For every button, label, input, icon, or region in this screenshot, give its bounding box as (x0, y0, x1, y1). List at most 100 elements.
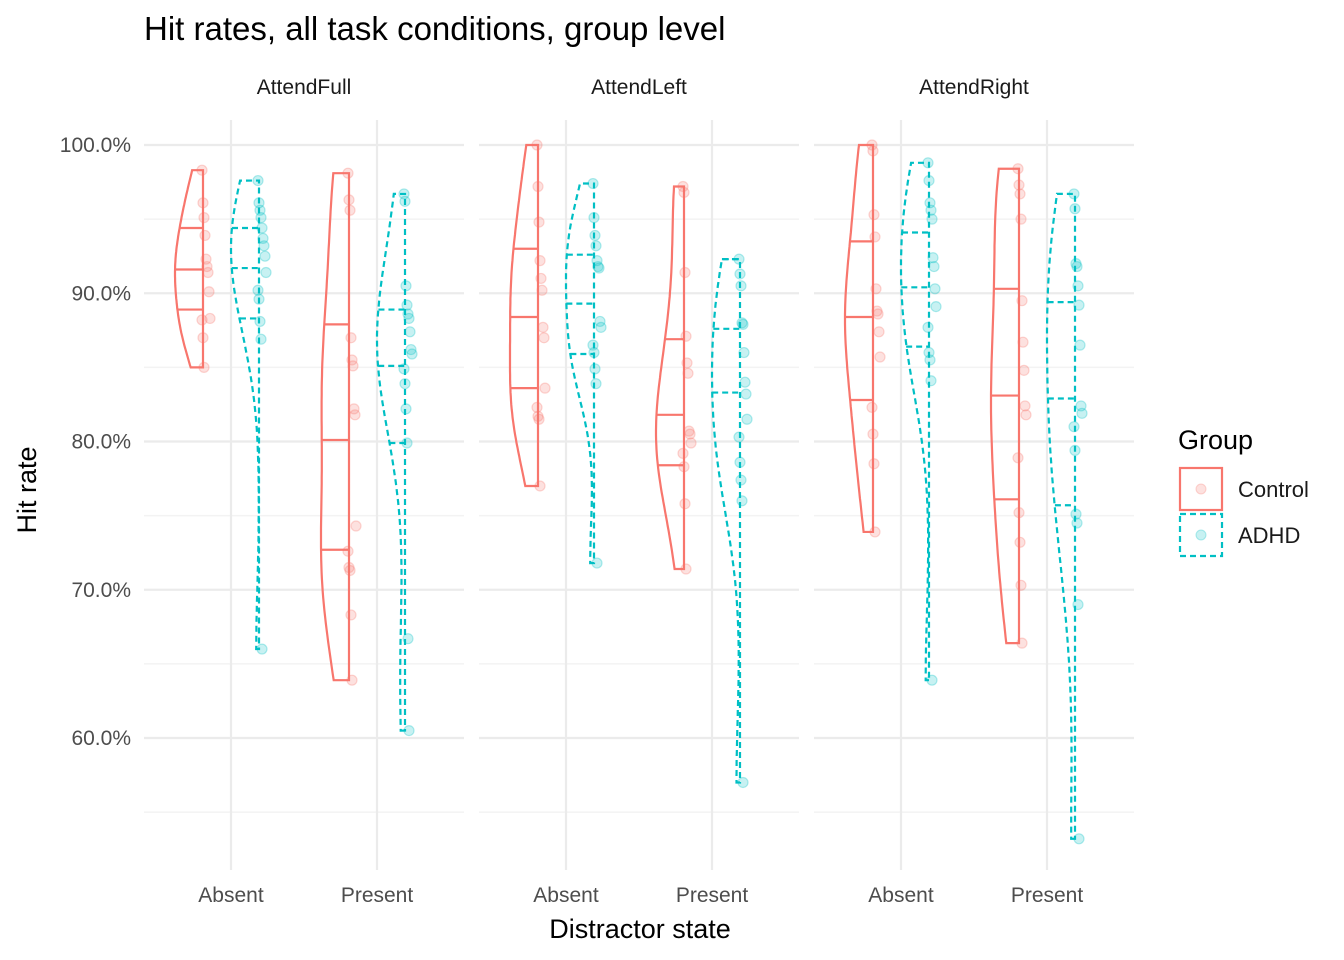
data-point (196, 164, 208, 176)
data-point (1073, 833, 1085, 845)
data-point (587, 339, 599, 351)
data-point (925, 204, 937, 216)
data-point (587, 177, 599, 190)
violin-outline (564, 182, 596, 565)
data-point (202, 266, 214, 279)
data-point (1016, 637, 1028, 649)
legend-label: Control (1238, 477, 1309, 502)
data-point (537, 321, 549, 333)
violin-outline (843, 143, 875, 534)
data-point (1018, 364, 1030, 376)
data-point (590, 378, 602, 390)
data-point (1016, 295, 1028, 307)
violin-adhd-present (1045, 188, 1088, 845)
legend-entry-control: Control (1178, 466, 1309, 512)
data-point (197, 332, 209, 344)
data-point (538, 332, 550, 344)
data-point (736, 495, 748, 507)
data-point (536, 284, 548, 296)
data-point (930, 300, 942, 313)
data-point (677, 180, 689, 193)
violin-adhd-present (710, 253, 753, 789)
data-point (1071, 517, 1083, 529)
data-point (590, 240, 602, 252)
data-point (588, 212, 600, 224)
data-point (868, 458, 880, 470)
y-tick-label: 70.0% (71, 579, 131, 602)
data-point (346, 354, 358, 366)
data-point (348, 403, 360, 415)
data-point (534, 255, 546, 267)
data-point (1012, 452, 1024, 464)
data-point (738, 346, 750, 359)
data-point (1074, 339, 1086, 351)
data-point (736, 317, 748, 329)
data-point (344, 204, 356, 216)
data-point (684, 428, 696, 440)
data-point (1070, 258, 1082, 270)
data-point (866, 139, 878, 151)
data-point (198, 212, 210, 224)
violin-control-absent (843, 139, 886, 538)
x-tick-label: Present (1011, 884, 1084, 907)
data-point (1076, 407, 1088, 419)
data-point (681, 357, 693, 369)
data-point (196, 314, 208, 326)
data-point (595, 321, 607, 333)
data-point (868, 209, 880, 221)
data-point (594, 315, 606, 328)
data-point (1014, 188, 1026, 200)
y-axis-title: Hit rate (12, 446, 42, 533)
data-point (406, 348, 418, 360)
data-point (922, 157, 934, 169)
data-point (589, 363, 601, 375)
data-point (591, 557, 603, 569)
legend-key-point (1195, 483, 1207, 495)
data-point (924, 197, 936, 209)
data-point (1069, 444, 1081, 456)
violin-outline (899, 161, 931, 682)
data-point (1073, 299, 1085, 311)
data-point (402, 633, 414, 645)
chart-title: Hit rates, all task conditions, group le… (144, 10, 725, 47)
data-point (740, 388, 752, 400)
x-tick-label: Present (676, 884, 749, 907)
data-point (259, 250, 271, 262)
data-point (1020, 409, 1032, 421)
data-point (1014, 536, 1026, 548)
data-point (405, 343, 417, 356)
violin-adhd-present (375, 188, 418, 737)
data-point (258, 240, 270, 252)
violin-control-present (654, 180, 697, 575)
data-point (867, 145, 879, 157)
violin-adhd-absent (899, 157, 942, 686)
data-point (737, 776, 749, 789)
data-point (874, 351, 886, 363)
facet-strip-label: AttendLeft (591, 76, 687, 99)
data-point (198, 361, 210, 373)
data-point (199, 229, 211, 242)
data-point (680, 563, 692, 575)
facet-strip-label: AttendFull (257, 76, 352, 99)
legend-entry-adhd: ADHD (1178, 512, 1300, 558)
data-point (866, 401, 878, 414)
data-point (679, 498, 691, 510)
data-point (733, 253, 745, 265)
facet-panel-attendright: AttendRight Absent Present (814, 76, 1134, 907)
y-tick-label: 100.0% (60, 134, 131, 157)
data-point (400, 403, 412, 415)
data-point (255, 333, 267, 345)
data-point (1068, 188, 1080, 200)
data-point (593, 262, 605, 274)
x-tick-label: Absent (533, 884, 599, 907)
data-point (256, 643, 268, 655)
data-point (204, 312, 216, 325)
data-point (588, 346, 600, 359)
data-point (685, 437, 697, 449)
legend-label: ADHD (1238, 523, 1300, 548)
data-point (254, 204, 266, 216)
violin-outline (508, 143, 540, 488)
data-point (923, 174, 935, 187)
violin-control-absent (508, 139, 551, 492)
